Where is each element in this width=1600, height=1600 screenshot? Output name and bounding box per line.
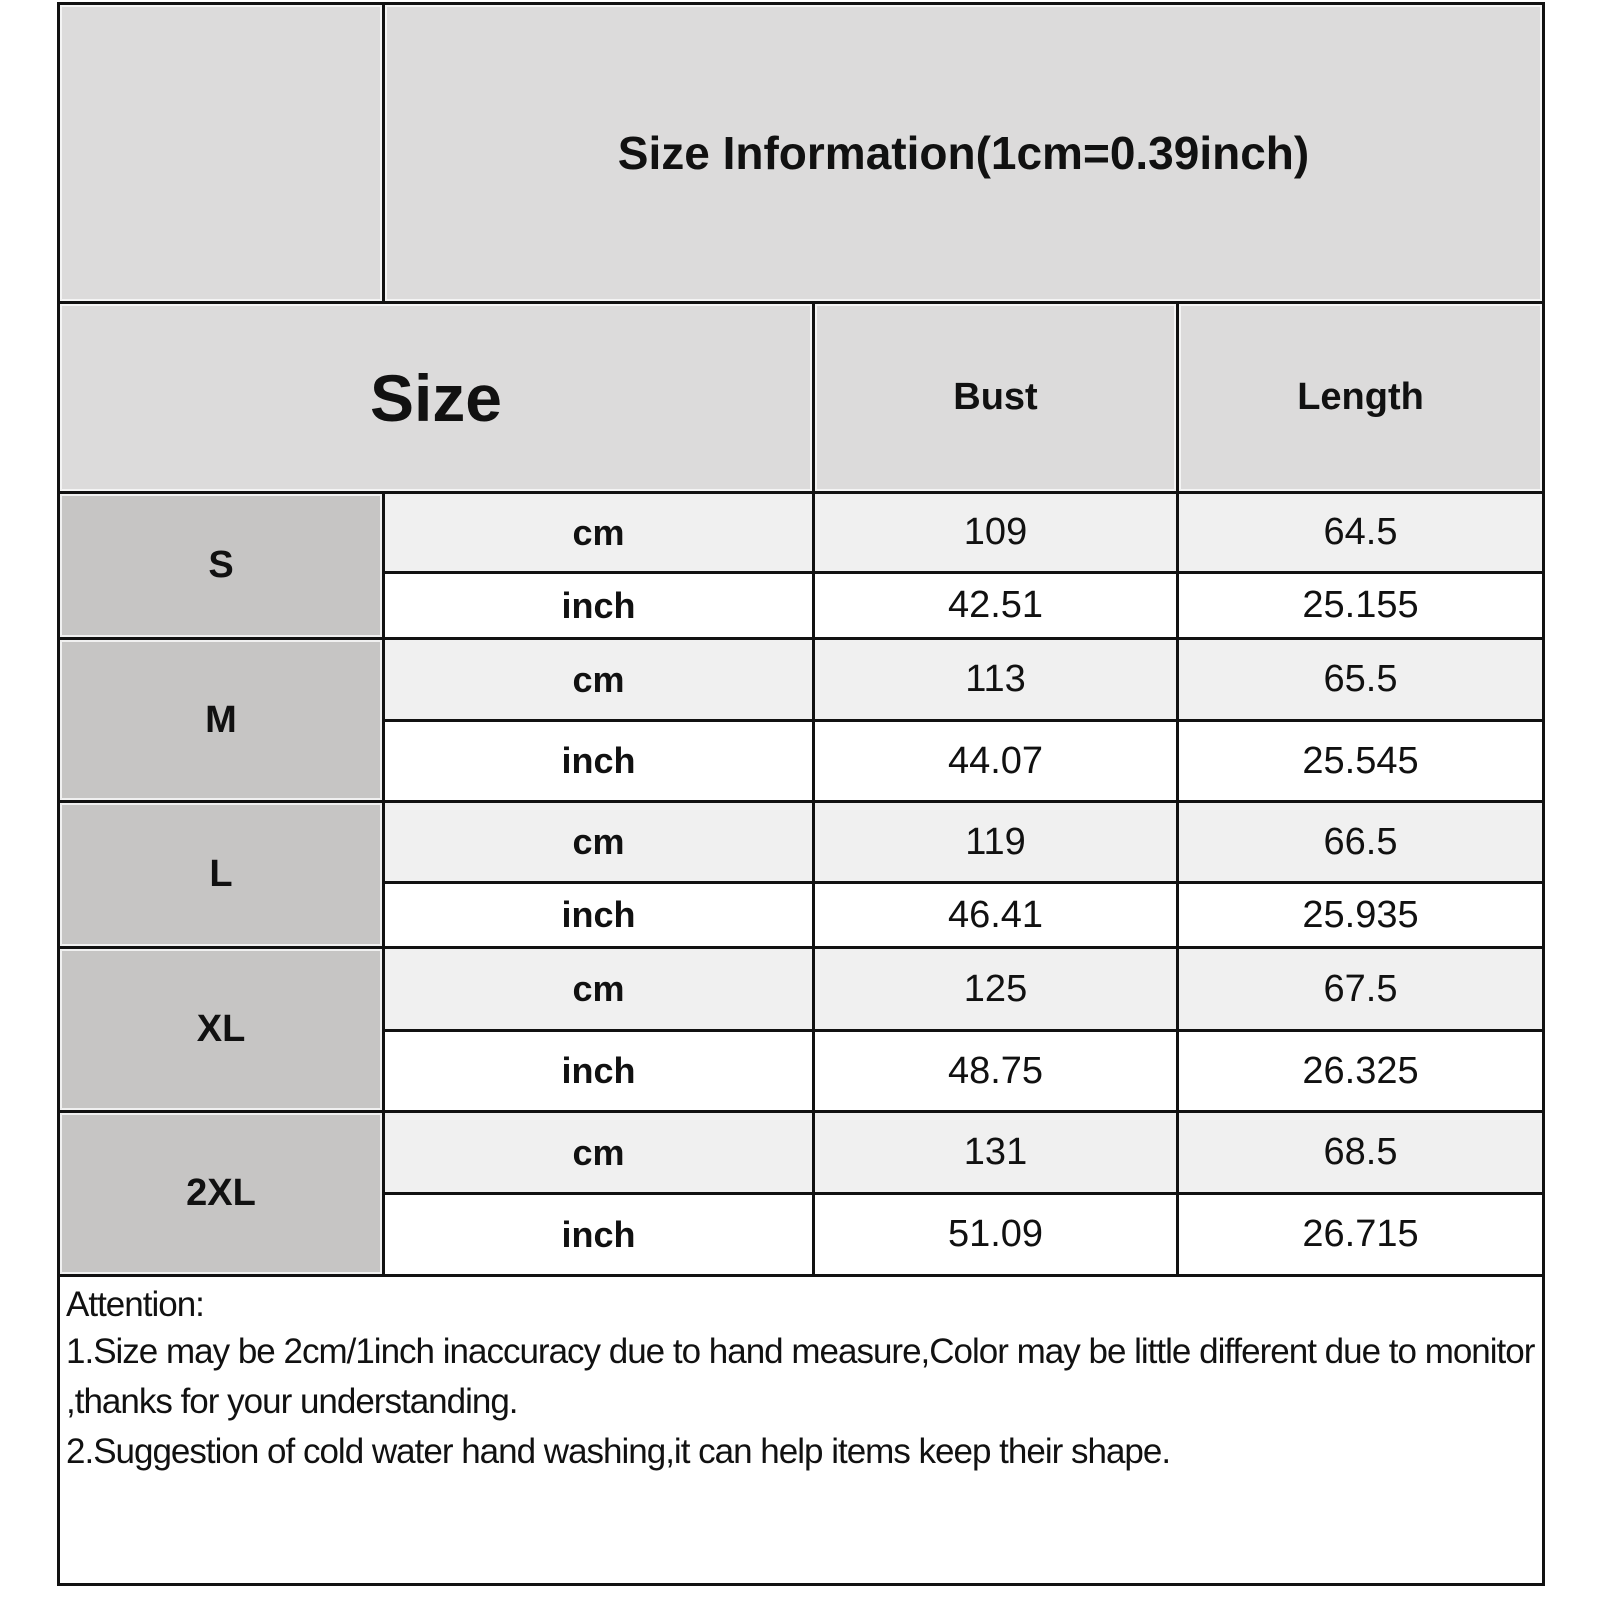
length-column-header: Length	[1175, 301, 1546, 494]
bust-value: 42.51	[812, 571, 1179, 640]
attention-notes: Attention: 1.Size may be 2cm/1inch inacc…	[56, 1274, 1546, 1586]
table-row: inch 44.07 25.545	[59, 719, 1546, 803]
attention-note-2: 2.Suggestion of cold water hand washing,…	[66, 1432, 1171, 1471]
bust-value: 113	[812, 637, 1179, 722]
bust-value: 131	[812, 1110, 1179, 1195]
length-value: 66.5	[1175, 800, 1546, 884]
chart-title: Size Information(1cm=0.39inch)	[381, 2, 1546, 304]
bust-value: 48.75	[812, 1029, 1179, 1113]
bust-column-header: Bust	[812, 301, 1179, 494]
size-label: 2XL	[57, 1110, 385, 1277]
table-row: XL cm 125 67.5	[57, 946, 1546, 1113]
unit-label: inch	[382, 1192, 815, 1277]
size-label: XL	[57, 946, 385, 1113]
size-column-header: Size	[57, 301, 815, 494]
table-row: inch 46.41 25.935	[59, 881, 1546, 949]
size-label: M	[57, 637, 385, 803]
bust-value: 44.07	[812, 719, 1179, 803]
length-value: 25.155	[1175, 571, 1546, 640]
length-value: 68.5	[1175, 1110, 1546, 1195]
bust-value: 46.41	[812, 881, 1179, 949]
unit-label: cm	[382, 637, 815, 722]
unit-label: inch	[382, 1029, 815, 1113]
bust-value: 109	[812, 491, 1179, 574]
unit-label: cm	[382, 1110, 815, 1195]
length-value: 26.325	[1175, 1029, 1546, 1113]
table-row: inch 42.51 25.155	[59, 571, 1546, 640]
product-photo-cell: MANHATTANNEW YORK	[57, 2, 385, 304]
length-value: 26.715	[1175, 1192, 1546, 1277]
length-value: 65.5	[1175, 637, 1546, 722]
unit-label: cm	[382, 800, 815, 884]
size-chart-table: MANHATTANNEW YORK Size Information(1cm=0…	[56, 2, 1546, 1586]
table-row: inch 51.09 26.715	[59, 1192, 1546, 1277]
length-value: 25.545	[1175, 719, 1546, 803]
attention-heading: Attention:	[66, 1285, 205, 1324]
bust-value: 119	[812, 800, 1179, 884]
table-row: 2XL cm 131 68.5	[57, 1110, 1546, 1277]
length-value: 67.5	[1175, 946, 1546, 1032]
attention-note-1: 1.Size may be 2cm/1inch inaccuracy due t…	[66, 1332, 1535, 1421]
bust-value: 51.09	[812, 1192, 1179, 1277]
unit-label: inch	[382, 571, 815, 640]
unit-label: inch	[382, 719, 815, 803]
unit-label: cm	[382, 491, 815, 574]
length-value: 64.5	[1175, 491, 1546, 574]
length-value: 25.935	[1175, 881, 1546, 949]
size-label: S	[57, 491, 385, 640]
table-row: inch 48.75 26.325	[59, 1029, 1546, 1113]
unit-label: inch	[382, 881, 815, 949]
bust-value: 125	[812, 946, 1179, 1032]
size-label: L	[57, 800, 385, 949]
unit-label: cm	[382, 946, 815, 1032]
